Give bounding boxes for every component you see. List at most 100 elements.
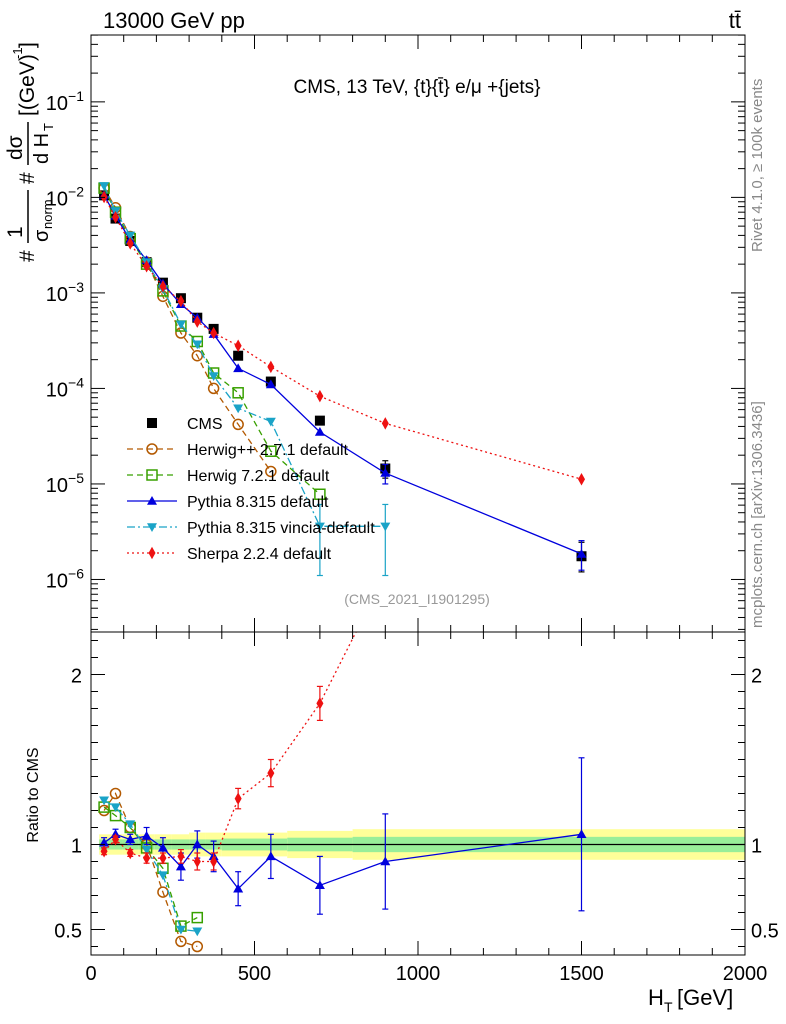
- data-point: [265, 379, 276, 389]
- legend-marker: [146, 443, 158, 455]
- ratio-series-3: [99, 796, 203, 937]
- data-point: [314, 488, 326, 501]
- ratio-point: [210, 855, 218, 868]
- ratio-point: [177, 850, 185, 863]
- data-point: [191, 349, 204, 362]
- y-tick-exponent: −5: [68, 470, 84, 486]
- data-point: [234, 339, 242, 352]
- ratio-point: [175, 861, 186, 871]
- legend-marker: [148, 546, 156, 560]
- legend-marker: [146, 469, 158, 481]
- main-frame: [90, 34, 746, 633]
- ratio-point: [234, 792, 242, 805]
- ratio-point: [125, 834, 136, 844]
- y-label-unit-exponent: -1: [10, 47, 25, 59]
- ratio-point: [380, 856, 391, 866]
- y-tick-label: 10−2: [46, 183, 84, 210]
- ratio-y-tick-label-right: 1: [751, 836, 762, 858]
- plot-title: CMS, 13 TeV, {t}{t̄} e/μ +{jets}: [293, 77, 540, 98]
- legend-label: Herwig++ 2.7.1 default: [187, 442, 349, 459]
- y-label-unit: [(GeV): [16, 54, 39, 116]
- ratio-point: [141, 845, 152, 855]
- legend-marker: [147, 523, 157, 532]
- ratio-point: [316, 697, 324, 710]
- data-point: [232, 418, 244, 431]
- ratio-point: [267, 766, 275, 780]
- y-label-norm-subscript: norm: [40, 199, 55, 229]
- legend-entry: CMS: [147, 416, 223, 433]
- legend-entry: Herwig++ 2.7.1 default: [127, 442, 349, 459]
- x-tick-label: 0: [85, 963, 96, 985]
- data-point: [314, 426, 325, 436]
- x-tick-label: 1000: [396, 963, 441, 985]
- data-point: [112, 210, 120, 224]
- data-point: [159, 280, 167, 293]
- data-point: [576, 548, 587, 558]
- ratio-point: [109, 787, 122, 800]
- ratio-point: [192, 839, 203, 849]
- data-point: [267, 360, 275, 374]
- ratio-point: [112, 833, 120, 846]
- data-point: [380, 468, 391, 477]
- y-tick-base: 10: [46, 570, 68, 592]
- ratio-y-tick-label-right: 0.5: [751, 921, 779, 943]
- legend-entry: Sherpa 2.2.4 default: [127, 546, 332, 563]
- data-point: [232, 387, 244, 399]
- ratio-y-tick-label: 0.5: [54, 921, 82, 943]
- ratio-point: [265, 851, 276, 861]
- ratio-y-tick-label: 2: [71, 666, 82, 688]
- data-point: [381, 417, 389, 430]
- ratio-frame: [90, 631, 746, 956]
- data-point: [233, 363, 244, 373]
- ratio-point: [314, 880, 325, 890]
- series-0: [99, 190, 587, 573]
- data-point: [208, 372, 219, 381]
- legend-label: CMS: [187, 416, 223, 433]
- data-point: [126, 237, 134, 250]
- series-line: [103, 187, 272, 472]
- ratio-point: [175, 935, 187, 948]
- y-tick-base: 10: [46, 284, 68, 306]
- data-point: [210, 326, 218, 340]
- legend-label: Sherpa 2.2.4 default: [187, 546, 332, 563]
- x-axis-label: H T [GeV]: [648, 985, 733, 1015]
- ratio-point: [143, 851, 151, 865]
- energy-label: 13000 GeV pp: [103, 8, 245, 33]
- x-tick-label: 500: [238, 963, 271, 985]
- data-point: [314, 415, 325, 426]
- data-point: [143, 260, 151, 273]
- data-point: [380, 522, 391, 532]
- ratio-series-1: [98, 801, 204, 932]
- main-panel: 10−610−510−410−310−210−1 CMS, 13 TeV, {t…: [4, 34, 746, 633]
- y-tick-label: 10−1: [46, 88, 84, 115]
- ratio-point: [191, 911, 204, 924]
- ratio-point: [159, 851, 167, 865]
- process-label: tt̄: [729, 8, 741, 33]
- ratio-point: [192, 927, 203, 937]
- data-point: [265, 445, 277, 457]
- ratio-point: [193, 855, 201, 868]
- ratio-y-axis-label: Ratio to CMS: [25, 747, 42, 842]
- y-tick-label: 10−4: [46, 374, 84, 401]
- ratio-point: [157, 871, 168, 881]
- y-tick-exponent: −6: [68, 565, 84, 581]
- series-line: [103, 185, 386, 527]
- y-tick-base: 10: [46, 475, 68, 497]
- y-tick-label: 10−5: [46, 470, 84, 497]
- ratio-point: [110, 803, 121, 813]
- ratio-y-tick-label: 1: [71, 836, 82, 858]
- y-tick-label: 10−6: [46, 565, 84, 592]
- y-tick-base: 10: [46, 379, 68, 401]
- y-label-hash-1: #: [16, 250, 39, 262]
- y-label-dht: d H: [31, 133, 53, 164]
- data-point: [314, 522, 325, 532]
- ratio-point: [157, 842, 168, 852]
- legend-entry: Herwig 7.2.1 default: [127, 468, 330, 485]
- data-point: [175, 320, 186, 330]
- ratio-point: [233, 883, 244, 893]
- data-point: [233, 350, 244, 361]
- x-label-unit: [GeV]: [677, 985, 733, 1010]
- ratio-series-0: [98, 787, 204, 953]
- series-line: [103, 194, 582, 555]
